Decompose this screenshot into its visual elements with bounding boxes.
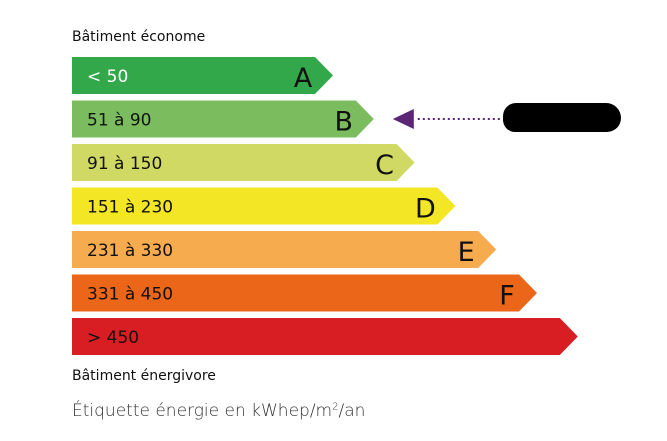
bottom-label: Bâtiment énergivore bbox=[72, 368, 216, 384]
class-range: 331 à 450 bbox=[87, 285, 173, 305]
class-bar-d bbox=[72, 187, 456, 225]
class-bar-a bbox=[72, 57, 333, 94]
class-bar-c bbox=[72, 144, 415, 181]
unit-sup: 2 bbox=[332, 401, 339, 413]
class-bar-g bbox=[72, 318, 578, 355]
class-range: < 50 bbox=[87, 67, 128, 87]
class-letter: D bbox=[415, 194, 436, 225]
redacted-value bbox=[503, 103, 621, 132]
indicator-arrow-icon bbox=[392, 109, 414, 129]
class-bar-b bbox=[72, 100, 374, 138]
class-range: 151 à 230 bbox=[87, 198, 173, 218]
class-bar-f bbox=[72, 274, 537, 312]
class-letter: E bbox=[458, 237, 475, 268]
class-range: > 450 bbox=[87, 328, 139, 348]
class-letter: A bbox=[294, 63, 313, 94]
unit-prefix: Étiquette énergie en kWhep/m bbox=[72, 401, 333, 421]
top-label: Bâtiment économe bbox=[72, 29, 206, 45]
class-bar-e bbox=[72, 231, 497, 268]
class-letter: B bbox=[335, 107, 354, 138]
class-letter: F bbox=[499, 281, 515, 312]
unit-label: Étiquette énergie en kWhep/m2/an bbox=[72, 401, 365, 421]
class-range: 51 à 90 bbox=[87, 111, 152, 131]
class-letter: C bbox=[375, 150, 394, 181]
unit-suffix: /an bbox=[338, 401, 366, 421]
class-range: 91 à 150 bbox=[87, 154, 162, 174]
class-range: 231 à 330 bbox=[87, 241, 173, 261]
